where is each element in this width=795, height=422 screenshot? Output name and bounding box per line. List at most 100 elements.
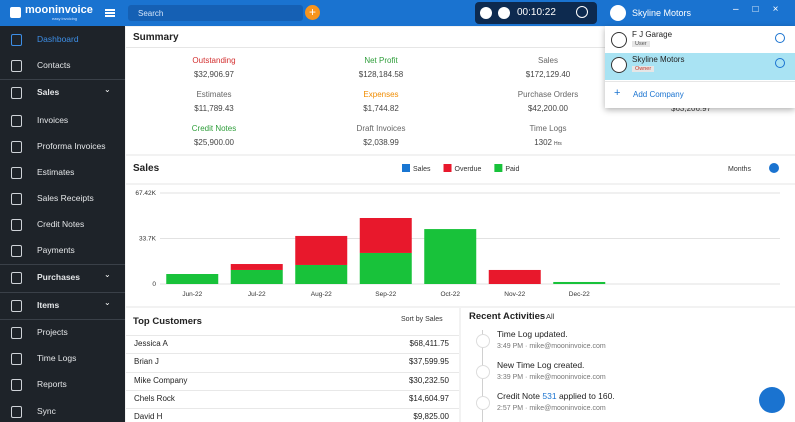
customer-amount: $37,599.95	[408, 357, 449, 367]
bar	[230, 264, 283, 270]
nav-icon	[11, 353, 22, 365]
customer-name[interactable]: Chels Rock	[134, 393, 175, 403]
y-tick-label: 33.7K	[139, 236, 157, 243]
separator	[0, 319, 125, 320]
info-icon[interactable]	[775, 33, 785, 43]
timer: 00:10:22	[517, 7, 556, 18]
summary-label: Purchase Orders	[517, 90, 579, 99]
separator	[0, 79, 125, 80]
activity-text: New Time Log created.	[497, 360, 584, 370]
activity-text: Credit Note 531 applied to 160.	[497, 391, 615, 401]
customer-amount: $68,411.75	[409, 339, 449, 348]
bar	[359, 252, 412, 284]
unit: Hrs	[554, 141, 562, 147]
menu-button[interactable]	[105, 9, 115, 17]
window-controls[interactable]: –□×	[733, 4, 793, 15]
bar	[359, 217, 412, 253]
nav-icon	[11, 406, 22, 418]
nav-icon	[11, 87, 22, 99]
search-box[interactable]	[128, 5, 303, 21]
activity-text-part: New Time Log created.	[497, 360, 585, 370]
nav-item[interactable]: Sales Receipts	[37, 193, 94, 203]
summary-label: Estimates	[196, 90, 232, 99]
tagline: easy invoicing	[52, 16, 78, 21]
role-badge: User	[632, 41, 650, 47]
summary-value: $11,789.43	[154, 104, 274, 113]
nav-item[interactable]: Estimates	[37, 167, 75, 177]
chart-type-icon	[769, 163, 779, 173]
summary-value: $2,038.99	[321, 138, 441, 147]
activity-time: 3:39 PM	[497, 374, 524, 381]
chart-title: Sales	[133, 163, 160, 174]
activity-text-part: Time Log updated.	[497, 329, 568, 339]
nav-item[interactable]: Dashboard	[37, 34, 79, 44]
activity-email: mike@mooninvoice.com	[529, 374, 606, 381]
x-tick-label: Jun-22	[182, 291, 202, 298]
nav-icon	[11, 379, 22, 391]
add-icon[interactable]: +	[614, 87, 621, 99]
activity-link[interactable]: 531	[542, 391, 557, 401]
sort-select[interactable]: Sort by Sales	[401, 316, 443, 323]
nav-item[interactable]: Sync	[37, 406, 56, 416]
activity-time: 2:57 PM	[497, 405, 524, 412]
nav-item[interactable]: Items	[37, 300, 60, 310]
nav-item[interactable]: Time Logs	[37, 353, 77, 363]
summary-value: $128,184.58	[321, 70, 441, 79]
nav-item[interactable]: Invoices	[37, 115, 69, 125]
bar	[295, 264, 348, 284]
activity-text-part: applied to 160.	[558, 391, 615, 401]
nav-icon	[11, 219, 22, 231]
nav-item[interactable]: Sales	[37, 87, 60, 97]
separator	[126, 353, 459, 355]
chevron[interactable]: ⌄	[104, 85, 111, 94]
nav-item[interactable]: Reports	[37, 379, 67, 389]
nav-item[interactable]: Payments	[37, 245, 75, 255]
nav-icon	[11, 300, 22, 312]
nav-item[interactable]: Proforma Invoices	[37, 141, 106, 151]
customer-name[interactable]: Jessica A	[134, 339, 168, 348]
bar	[553, 281, 606, 284]
nav-item[interactable]: Credit Notes	[37, 219, 85, 229]
customer-amount: $14,604.97	[408, 393, 449, 403]
summary-value: $172,129.40	[488, 70, 608, 79]
y-tick-label: 0	[152, 281, 156, 288]
nav-item[interactable]: Purchases	[37, 272, 80, 282]
summary-value: $25,900.00	[154, 138, 274, 147]
value: $11,789.43	[194, 104, 234, 113]
nav-item[interactable]: Projects	[37, 327, 68, 337]
summary-label: Time Logs	[529, 124, 567, 133]
activity-meta: 3:39 PM · mike@mooninvoice.com	[497, 374, 606, 381]
filter-select[interactable]: All	[546, 312, 555, 321]
logo: mooninvoice	[25, 4, 93, 16]
company-name[interactable]: Skyline Motors	[632, 55, 685, 64]
legend-swatch	[443, 164, 452, 172]
customer-name[interactable]: David H	[134, 412, 163, 422]
company-name[interactable]: Skyline Motors	[632, 8, 692, 18]
bar	[424, 229, 477, 284]
activity-meta: 3:49 PM · mike@mooninvoice.com	[497, 343, 606, 350]
summary-label: Net Profit	[364, 56, 398, 65]
company-name[interactable]: F J Garage	[632, 30, 673, 39]
summary-value: 1302 Hrs	[488, 138, 608, 147]
chat-button[interactable]	[759, 387, 785, 413]
customer-name[interactable]: Mike Company	[134, 375, 188, 385]
chevron[interactable]: ⌄	[104, 298, 111, 307]
legend-label: Paid	[505, 166, 519, 173]
company-dropdown: F J Garage User Skyline Motors Owner + Add Co…	[605, 26, 795, 108]
nav-icon	[11, 60, 22, 72]
value: $25,900.00	[193, 138, 235, 147]
nav-item[interactable]: Contacts	[37, 60, 71, 70]
info-icon[interactable]	[775, 58, 785, 68]
company-avatar	[610, 5, 626, 21]
play-button[interactable]	[480, 7, 492, 19]
role-badge: Owner	[632, 66, 655, 72]
add-company[interactable]: Add Company	[633, 90, 684, 99]
separator	[0, 292, 125, 293]
separator	[126, 371, 459, 373]
stop-button[interactable]	[498, 7, 510, 19]
chevron[interactable]: ⌄	[104, 270, 111, 279]
summary-label: Expenses	[363, 90, 399, 99]
add-button[interactable]: +	[305, 5, 320, 20]
info-icon[interactable]	[576, 6, 588, 18]
customer-name[interactable]: Brian J	[134, 357, 159, 367]
